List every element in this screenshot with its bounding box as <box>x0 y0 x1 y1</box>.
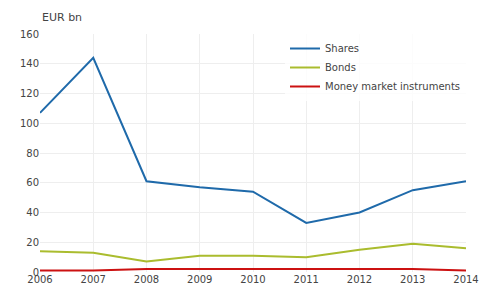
svg-text:2011: 2011 <box>294 274 319 285</box>
svg-text:160: 160 <box>20 29 39 40</box>
svg-text:Shares: Shares <box>325 43 359 54</box>
svg-text:20: 20 <box>26 237 39 248</box>
svg-text:100: 100 <box>20 118 39 129</box>
svg-text:0: 0 <box>33 267 39 278</box>
svg-text:2013: 2013 <box>400 274 425 285</box>
svg-text:80: 80 <box>26 148 39 159</box>
svg-text:60: 60 <box>26 177 39 188</box>
svg-text:2006: 2006 <box>27 274 52 285</box>
svg-text:Money market instruments: Money market instruments <box>325 81 460 92</box>
svg-text:2007: 2007 <box>81 274 106 285</box>
svg-text:40: 40 <box>26 207 39 218</box>
svg-text:2009: 2009 <box>187 274 212 285</box>
svg-text:EUR bn: EUR bn <box>42 11 82 24</box>
svg-text:2014: 2014 <box>453 274 478 285</box>
svg-text:2008: 2008 <box>134 274 159 285</box>
svg-text:Bonds: Bonds <box>325 62 356 73</box>
svg-text:2012: 2012 <box>347 274 372 285</box>
svg-text:120: 120 <box>20 88 39 99</box>
svg-text:140: 140 <box>20 58 39 69</box>
svg-text:2010: 2010 <box>240 274 265 285</box>
